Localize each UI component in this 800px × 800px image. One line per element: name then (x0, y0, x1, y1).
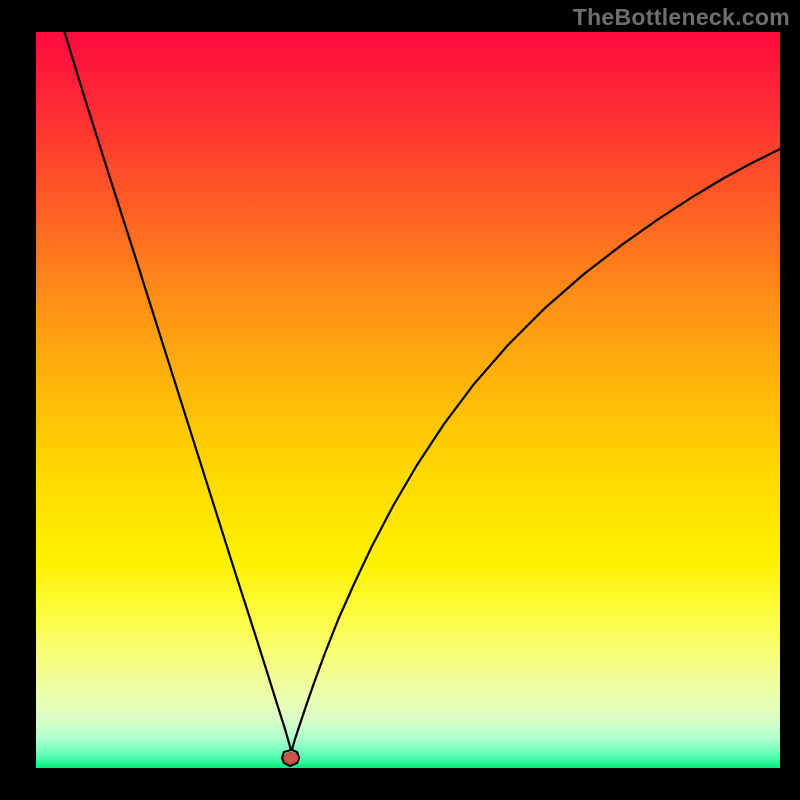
chart-svg (0, 0, 800, 800)
optimal-point-marker (284, 753, 298, 764)
chart-gradient-bg (36, 32, 780, 768)
watermark-label: TheBottleneck.com (573, 4, 790, 31)
chart-stage: TheBottleneck.com (0, 0, 800, 800)
